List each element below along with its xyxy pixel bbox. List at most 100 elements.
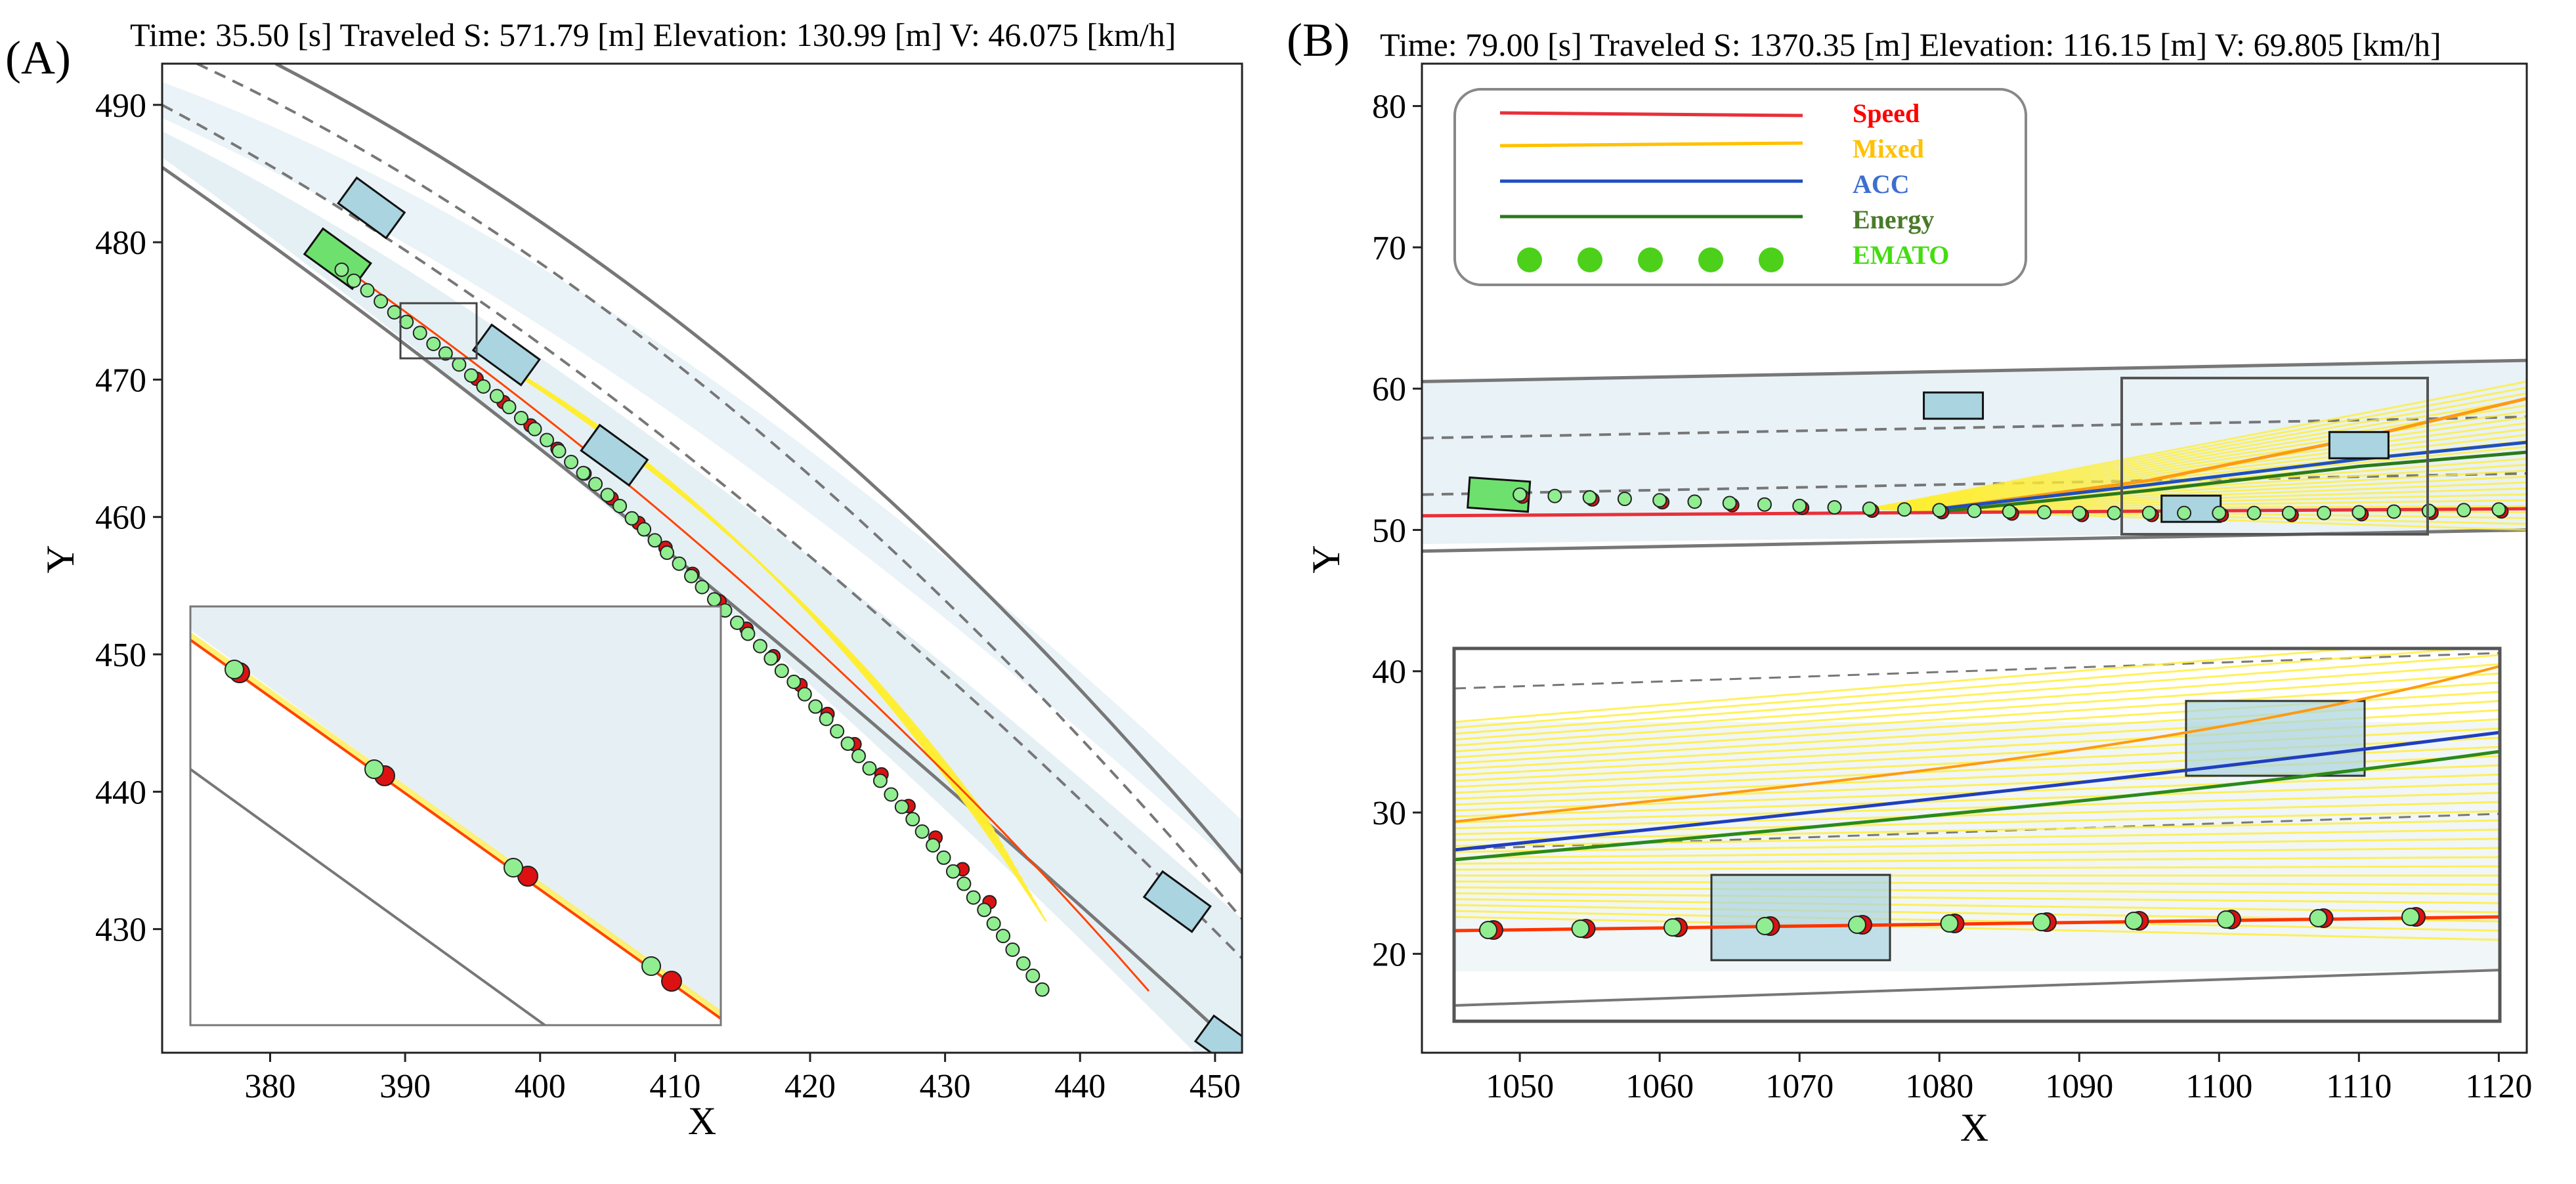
emato-marker (996, 929, 1011, 944)
inset-a-road-shading (190, 606, 721, 1014)
emato-marker (438, 346, 453, 361)
inset-b-emato-marker (1848, 916, 1866, 934)
legend-box (1453, 88, 2027, 286)
x-tick-label-b: 1090 (2045, 1068, 2113, 1105)
emato-marker (551, 444, 567, 459)
panel-a: (A) Time: 35.50 [s] Traveled S: 571.79 [… (5, 16, 1243, 1143)
inset-a-candidate-band (190, 633, 721, 1017)
emato-marker (872, 773, 888, 788)
inset-b-candidate (1454, 847, 2500, 859)
emato-marker (986, 916, 1001, 931)
inset-a-speed-marker (661, 971, 682, 992)
inset-b-emato-marker (1479, 921, 1497, 939)
inset-a (189, 605, 722, 1026)
emato-marker (1792, 498, 1807, 513)
emato-marker (2281, 505, 2296, 520)
y-tick-label-a: 490 (95, 87, 146, 125)
emato-marker (2107, 505, 2122, 520)
y-tick-label-a: 440 (95, 774, 146, 811)
inset-b-candidate (1454, 880, 2500, 886)
inset-a-emato-marker (641, 956, 661, 976)
inset-b (1452, 646, 2502, 1023)
y-axis-label-b: Y (1304, 545, 1348, 573)
inset-a-emato-marker (504, 858, 523, 877)
emato-marker (926, 837, 941, 853)
strategy-line-mixed (1939, 396, 2527, 511)
inset-b-candidate (1454, 801, 2500, 830)
emato-marker (2177, 505, 2192, 520)
road-a-lane-dash (162, 104, 1242, 960)
panel-b-plot-area (1422, 358, 2527, 553)
other-vehicle (1193, 1014, 1242, 1053)
emato-marker (463, 368, 479, 383)
zoom-box-a (399, 302, 478, 360)
zoom-box-b (2120, 377, 2429, 536)
emato-marker (588, 476, 603, 492)
emato-marker (1862, 501, 1877, 517)
emato-marker (707, 592, 722, 607)
x-tick-label-a: 390 (379, 1068, 431, 1105)
emato-marker (763, 651, 779, 666)
inset-b-vehicle (2185, 700, 2366, 777)
inset-b-vehicle (1710, 874, 1891, 962)
emato-marker (1016, 956, 1031, 971)
emato-marker (752, 639, 767, 654)
speed-line-a (331, 258, 1150, 992)
panel-a-label: (A) (5, 32, 71, 84)
emato-marker (624, 511, 639, 526)
emato-marker (1617, 492, 1632, 507)
other-vehicle (2328, 431, 2390, 459)
y-tick-label-a: 430 (95, 912, 146, 949)
emato-marker (830, 724, 845, 739)
emato-marker (1932, 503, 1947, 518)
emato-marker (2317, 505, 2332, 520)
emato-marker (1513, 487, 1528, 502)
emato-marker (576, 465, 591, 480)
panel-a-header: Time: 35.50 [s] Traveled S: 571.79 [m] E… (130, 16, 1176, 53)
legend-label-energy: Energy (1853, 205, 1934, 234)
inset-a-road-boundary (190, 768, 546, 1025)
panel-a-plot-area (162, 64, 1242, 1053)
emato-marker (540, 433, 555, 448)
x-axis-label-b: X (1960, 1106, 1988, 1149)
inset-a-speed-line (190, 639, 721, 1020)
emato-marker (1722, 496, 1737, 511)
emato-marker (729, 615, 744, 630)
inset-b-emato-marker (1571, 920, 1590, 938)
legend-marker-emato (1578, 247, 1602, 272)
y-axis-label-a: Y (39, 545, 82, 573)
emato-marker (840, 736, 855, 751)
emato-marker (2386, 504, 2401, 519)
panel-b-header: Time: 79.00 [s] Traveled S: 1370.35 [m] … (1380, 26, 2441, 63)
inset-b-candidate (1454, 782, 2500, 818)
emato-marker (1547, 488, 1562, 503)
y-tick-label-b: 30 (1372, 795, 1406, 832)
emato-marker (334, 262, 349, 277)
x-tick-label-b: 1100 (2185, 1068, 2252, 1105)
inset-b-candidate (1454, 886, 2500, 895)
y-tick-label-b: 60 (1372, 371, 1406, 408)
legend: Speed Mixed ACC Energy EMATO (1453, 88, 2027, 286)
inset-b-candidate (1454, 648, 2367, 723)
emato-marker (360, 283, 375, 298)
emato-marker (884, 787, 899, 802)
inset-a-emato-marker (225, 660, 244, 679)
emato-marker (600, 488, 615, 503)
legend-line-mixed (1499, 141, 1803, 148)
emato-marker (797, 687, 812, 702)
emato-marker (1652, 493, 1667, 508)
road-a-lane-band (162, 131, 1242, 1053)
legend-marker-emato (1759, 247, 1784, 272)
candidate-trajectory (1869, 463, 2527, 510)
candidate-trajectory (1869, 380, 2527, 510)
other-vehicle (1923, 391, 1985, 420)
emato-marker (945, 864, 960, 879)
emato-marker (905, 812, 920, 827)
road-a (162, 64, 1242, 1053)
emato-marker (862, 761, 877, 776)
emato-marker (1687, 494, 1702, 509)
other-vehicle (1142, 870, 1212, 933)
other-vehicle (471, 323, 541, 387)
emato-marker (374, 294, 389, 309)
